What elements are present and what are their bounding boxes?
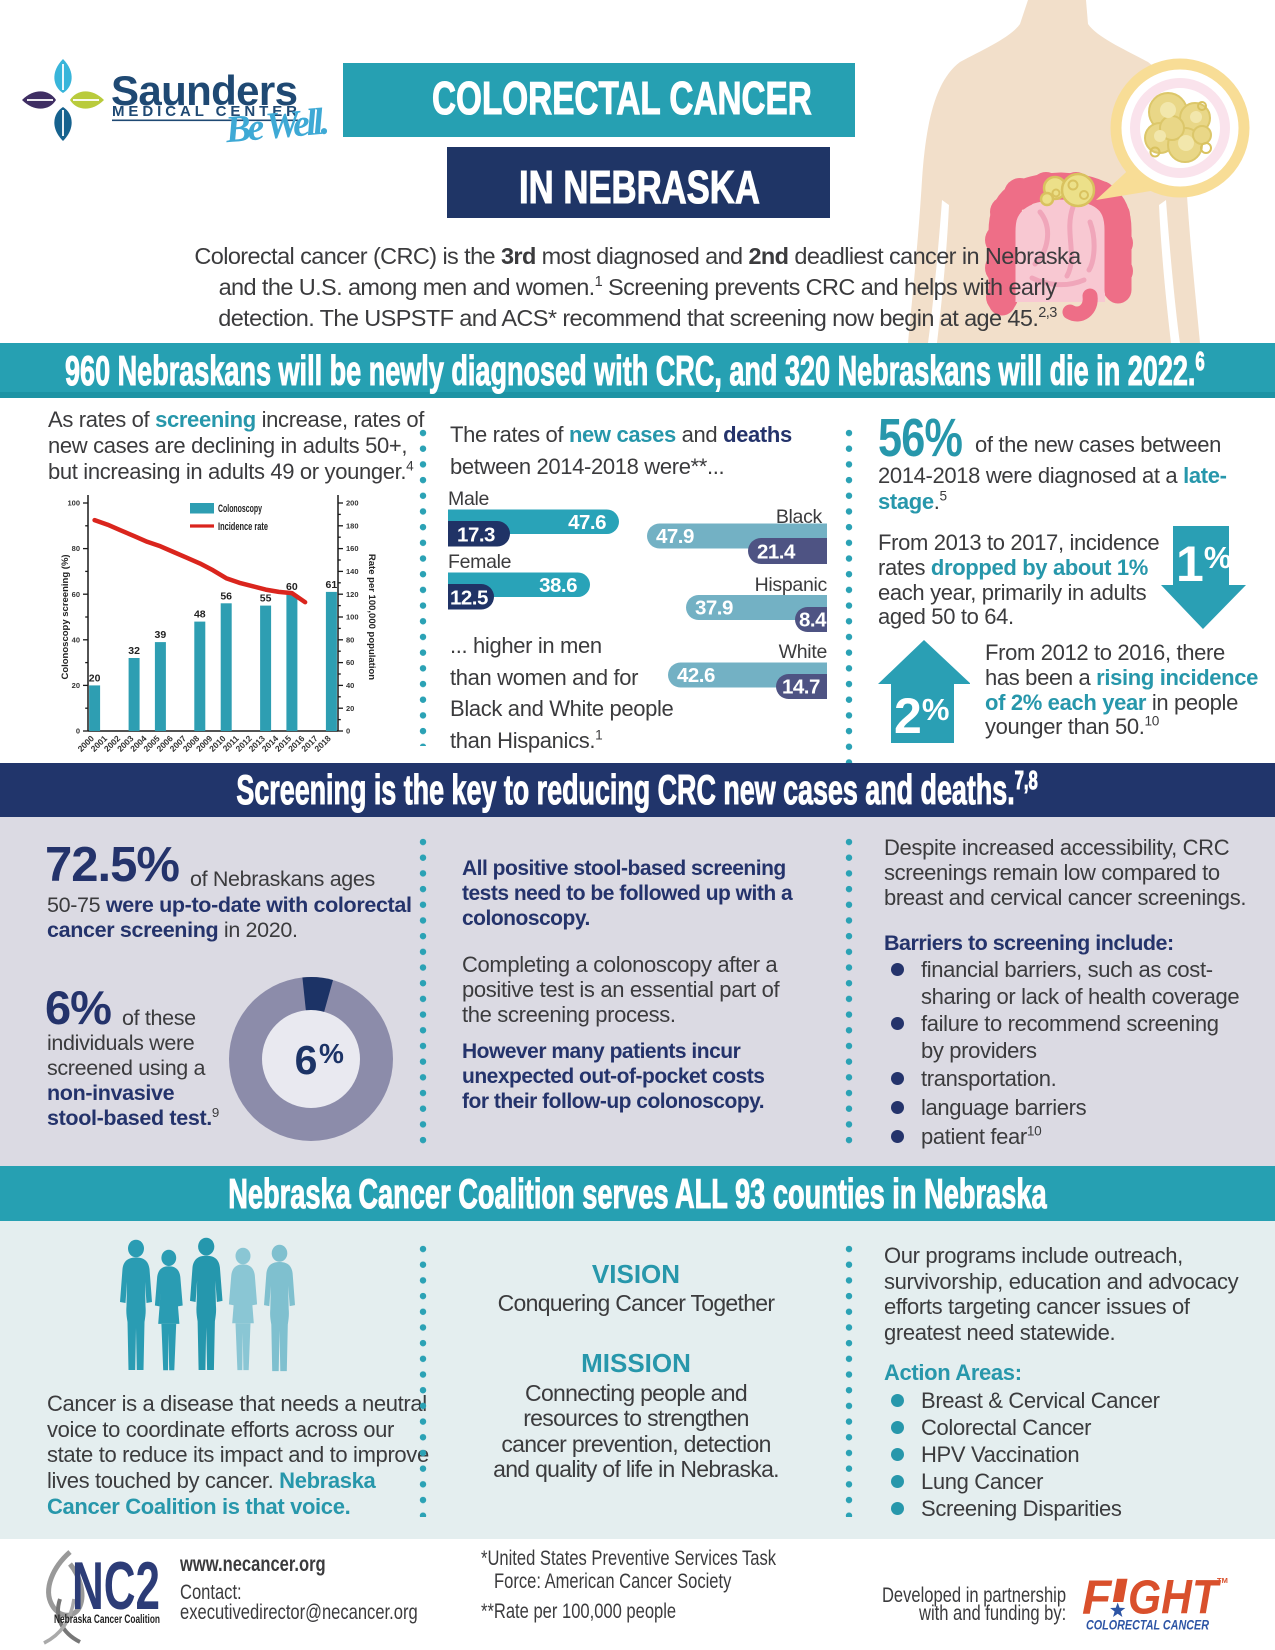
svg-text:160: 160	[346, 544, 359, 553]
svg-text:140: 140	[346, 567, 359, 576]
svg-text:21.4: 21.4	[757, 541, 796, 564]
svg-text:80: 80	[346, 635, 354, 644]
svg-text:200: 200	[346, 499, 359, 508]
svg-text:61: 61	[326, 579, 338, 591]
svg-text:20: 20	[89, 672, 101, 684]
svg-text:20: 20	[346, 704, 354, 713]
svg-text:60: 60	[72, 590, 80, 599]
svg-text:Rate per 100,000 population: Rate per 100,000 population	[366, 554, 377, 680]
svg-text:80: 80	[72, 544, 80, 553]
svg-text:37.9: 37.9	[695, 597, 733, 620]
svg-text:TM: TM	[1217, 1576, 1228, 1585]
svg-text:56: 56	[220, 590, 232, 602]
svg-text:14.7: 14.7	[782, 676, 820, 699]
svg-text:100: 100	[67, 499, 80, 508]
svg-text:COLORECTAL CANCER: COLORECTAL CANCER	[1086, 1618, 1209, 1633]
svg-text:40: 40	[346, 681, 354, 690]
svg-text:Colonoscopy screening (%): Colonoscopy screening (%)	[60, 554, 71, 679]
svg-text:%: %	[319, 1038, 344, 1069]
svg-text:Black: Black	[776, 506, 823, 528]
svg-text:Incidence rate: Incidence rate	[218, 521, 268, 533]
svg-text:100: 100	[346, 613, 359, 622]
svg-text:48: 48	[194, 609, 206, 621]
svg-text:F: F	[1082, 1572, 1113, 1625]
svg-text:32: 32	[128, 645, 140, 657]
svg-text:GHT: GHT	[1128, 1572, 1221, 1625]
svg-text:NC2: NC2	[72, 1548, 160, 1624]
svg-text:42.6: 42.6	[677, 664, 715, 687]
svg-text:Be Well.: Be Well.	[223, 100, 331, 151]
svg-text:6: 6	[295, 1037, 318, 1083]
svg-text:Male: Male	[448, 488, 489, 510]
svg-text:Hispanic: Hispanic	[755, 574, 828, 596]
svg-text:47.6: 47.6	[568, 511, 606, 534]
svg-text:17.3: 17.3	[457, 524, 495, 547]
svg-text:55: 55	[260, 593, 272, 605]
svg-text:0: 0	[346, 727, 350, 736]
svg-text:38.6: 38.6	[539, 574, 577, 597]
svg-text:60: 60	[286, 581, 298, 593]
svg-text:40: 40	[72, 635, 80, 644]
svg-text:12.5: 12.5	[450, 587, 488, 610]
svg-text:Colonoscopy: Colonoscopy	[218, 503, 263, 515]
svg-text:Saunders: Saunders	[111, 67, 298, 114]
svg-text:39: 39	[155, 629, 167, 641]
svg-text:20: 20	[72, 681, 80, 690]
svg-text:8.4: 8.4	[799, 609, 827, 632]
svg-text:0: 0	[76, 727, 80, 736]
svg-text:180: 180	[346, 521, 359, 530]
svg-text:Nebraska Cancer Coalition: Nebraska Cancer Coalition	[54, 1612, 160, 1626]
svg-text:120: 120	[346, 590, 359, 599]
svg-text:47.9: 47.9	[656, 525, 694, 548]
svg-text:60: 60	[346, 658, 354, 667]
svg-text:White: White	[779, 641, 827, 663]
svg-text:Female: Female	[448, 551, 511, 573]
